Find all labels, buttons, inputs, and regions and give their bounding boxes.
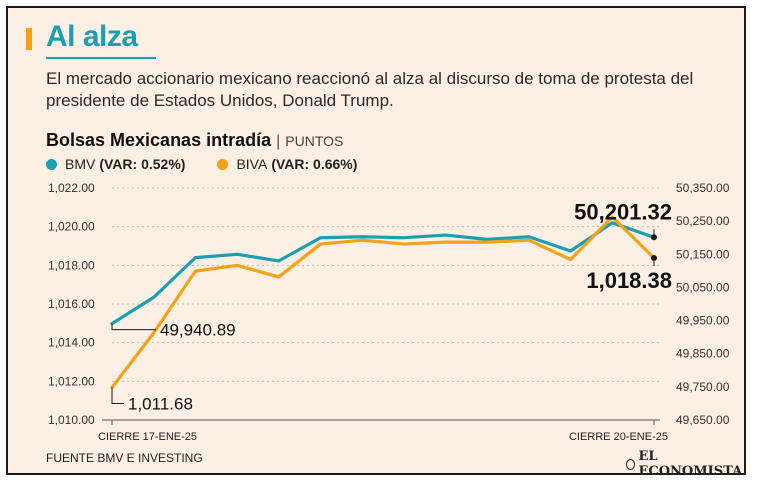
right-tick-label: 50,050.00 [676,280,730,294]
left-tick-label: 1,018.00 [48,258,95,272]
x-tick-label: CIERRE 20-ENE-25 [569,431,668,443]
data-point-biva [235,264,239,267]
data-point-bmv [110,322,114,325]
data-point-biva [611,215,614,219]
data-point-biva [527,239,531,242]
right-tick-label: 50,250.00 [676,214,730,228]
chart-title-main: Bolsas Mexicanas intradía [46,130,272,150]
left-tick-label: 1,012.00 [48,374,95,388]
left-tick-label: 1,022.00 [48,181,95,195]
data-point-bmv [611,221,614,224]
data-point-biva [319,242,322,246]
left-tick-label: 1,016.00 [48,297,95,311]
legend-name-biva: BIVA [236,156,268,172]
legend-var-bmv: (VAR: 0.52%) [99,156,186,172]
source-note: FUENTE BMV E INVESTING [46,451,203,465]
annotation-bmv-open: 49,940.89 [160,321,236,340]
chart-title: Bolsas Mexicanas intradía | PUNTOS [46,130,343,151]
right-tick-label: 50,150.00 [676,247,730,261]
series-line-bmv [110,221,656,326]
legend-item-bmv: BMV (VAR: 0.52%) [46,156,185,172]
data-point-bmv [527,235,531,238]
left-tick-label: 1,014.00 [48,336,95,350]
right-tick-label: 49,750.00 [676,380,730,394]
data-point-bmv [194,256,197,259]
data-point-bmv [277,259,280,263]
data-point-bmv [360,235,364,238]
legend-dot-bmv [46,158,57,170]
legend: BMV (VAR: 0.52%) BIVA (VAR: 0.66%) [46,156,389,172]
data-point-biva [152,331,155,335]
legend-name-bmv: BMV [65,156,96,172]
data-point-bmv [319,236,322,239]
annotation-biva-close: 1,018.38 [586,268,672,293]
right-tick-label: 50,350.00 [676,181,730,195]
title-accent-bar [26,28,32,50]
right-tick-label: 49,950.00 [676,314,730,328]
page-title: Al alza [46,20,138,53]
data-point-bmv [402,236,406,239]
annotation-biva-open: 1,011.68 [128,395,193,414]
chart-unit: PUNTOS [285,133,344,149]
data-point-biva [402,242,406,246]
data-point-bmv [444,233,447,237]
annotation-bmv-close: 50,201.32 [574,199,672,224]
subtitle: El mercado accionario mexicano reaccionó… [46,69,694,110]
right-tick-label: 49,650.00 [676,413,730,427]
line-chart: 1,010.00 1,012.00 1,014.00 1,016.00 1,018.00… [48,181,730,443]
data-point-biva [194,269,197,273]
data-point-bmv [569,249,572,253]
annotation-leader [111,323,156,331]
data-point-biva [360,239,364,242]
legend-dot-biva [217,158,229,170]
series-line-biva [110,215,656,390]
infographic-card: Al alza El mercado accionario mexicano r… [6,6,746,479]
x-tick-label: CIERRE 17-ENE-25 [98,431,197,443]
data-point-bmv [152,296,155,299]
right-tick-label: 49,850.00 [676,347,730,361]
data-point-biva [569,258,572,261]
logo-mark-icon [626,458,636,470]
logo-text: EL ECONOMISTA [638,449,743,479]
chart-title-separator: | [276,133,281,150]
publisher-logo: EL ECONOMISTA [626,449,744,479]
left-tick-label: 1,020.00 [48,220,95,234]
data-point-bmv [235,253,239,256]
data-point-biva [277,275,280,279]
title-underline [46,57,156,59]
data-point-biva [110,386,114,389]
data-point-biva [486,240,489,244]
data-point-biva [444,240,447,244]
annotation-leader [111,387,124,405]
data-point-bmv [486,238,489,241]
legend-item-biva: BIVA (VAR: 0.66%) [217,156,357,172]
legend-var-biva: (VAR: 0.66%) [271,156,358,172]
left-tick-label: 1,010.00 [48,413,95,427]
